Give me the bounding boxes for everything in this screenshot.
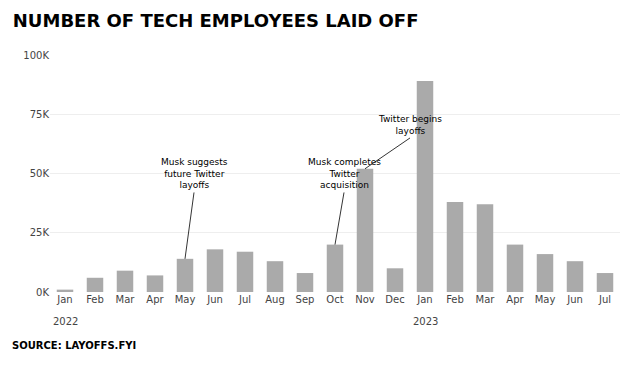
svg-text:2022: 2022 <box>53 316 78 327</box>
svg-text:Oct: Oct <box>326 294 343 305</box>
svg-text:Musk suggestsfuture Twitterlay: Musk suggestsfuture Twitterlayoffs <box>161 157 228 190</box>
svg-text:Mar: Mar <box>476 294 496 305</box>
svg-text:Apr: Apr <box>506 294 524 305</box>
svg-text:0K: 0K <box>36 287 49 298</box>
svg-text:2023: 2023 <box>413 316 438 327</box>
svg-text:SOURCE: LAYOFFS.FYI: SOURCE: LAYOFFS.FYI <box>12 340 136 351</box>
svg-text:75K: 75K <box>30 109 50 120</box>
svg-text:Musk completesTwitteracquisiti: Musk completesTwitteracquisition <box>308 157 381 190</box>
svg-text:Jan: Jan <box>56 294 72 305</box>
svg-text:Aug: Aug <box>265 294 285 305</box>
svg-text:Nov: Nov <box>355 294 375 305</box>
svg-text:Jun: Jun <box>206 294 223 305</box>
svg-text:Jun: Jun <box>566 294 583 305</box>
svg-text:NUMBER OF TECH EMPLOYEES LAID: NUMBER OF TECH EMPLOYEES LAID OFF <box>13 10 419 31</box>
svg-text:Dec: Dec <box>385 294 404 305</box>
svg-text:25K: 25K <box>30 227 50 238</box>
svg-text:Feb: Feb <box>446 294 464 305</box>
svg-text:Mar: Mar <box>116 294 136 305</box>
svg-text:Jul: Jul <box>238 294 251 305</box>
svg-text:Jul: Jul <box>598 294 611 305</box>
svg-text:Jan: Jan <box>416 294 432 305</box>
svg-text:100K: 100K <box>23 50 49 61</box>
svg-text:50K: 50K <box>30 168 50 179</box>
svg-text:Apr: Apr <box>146 294 164 305</box>
svg-text:May: May <box>535 294 556 305</box>
svg-text:Twitter beginslayoffs: Twitter beginslayoffs <box>378 114 442 136</box>
svg-text:Feb: Feb <box>86 294 104 305</box>
svg-text:May: May <box>175 294 196 305</box>
svg-text:Sep: Sep <box>296 294 315 305</box>
